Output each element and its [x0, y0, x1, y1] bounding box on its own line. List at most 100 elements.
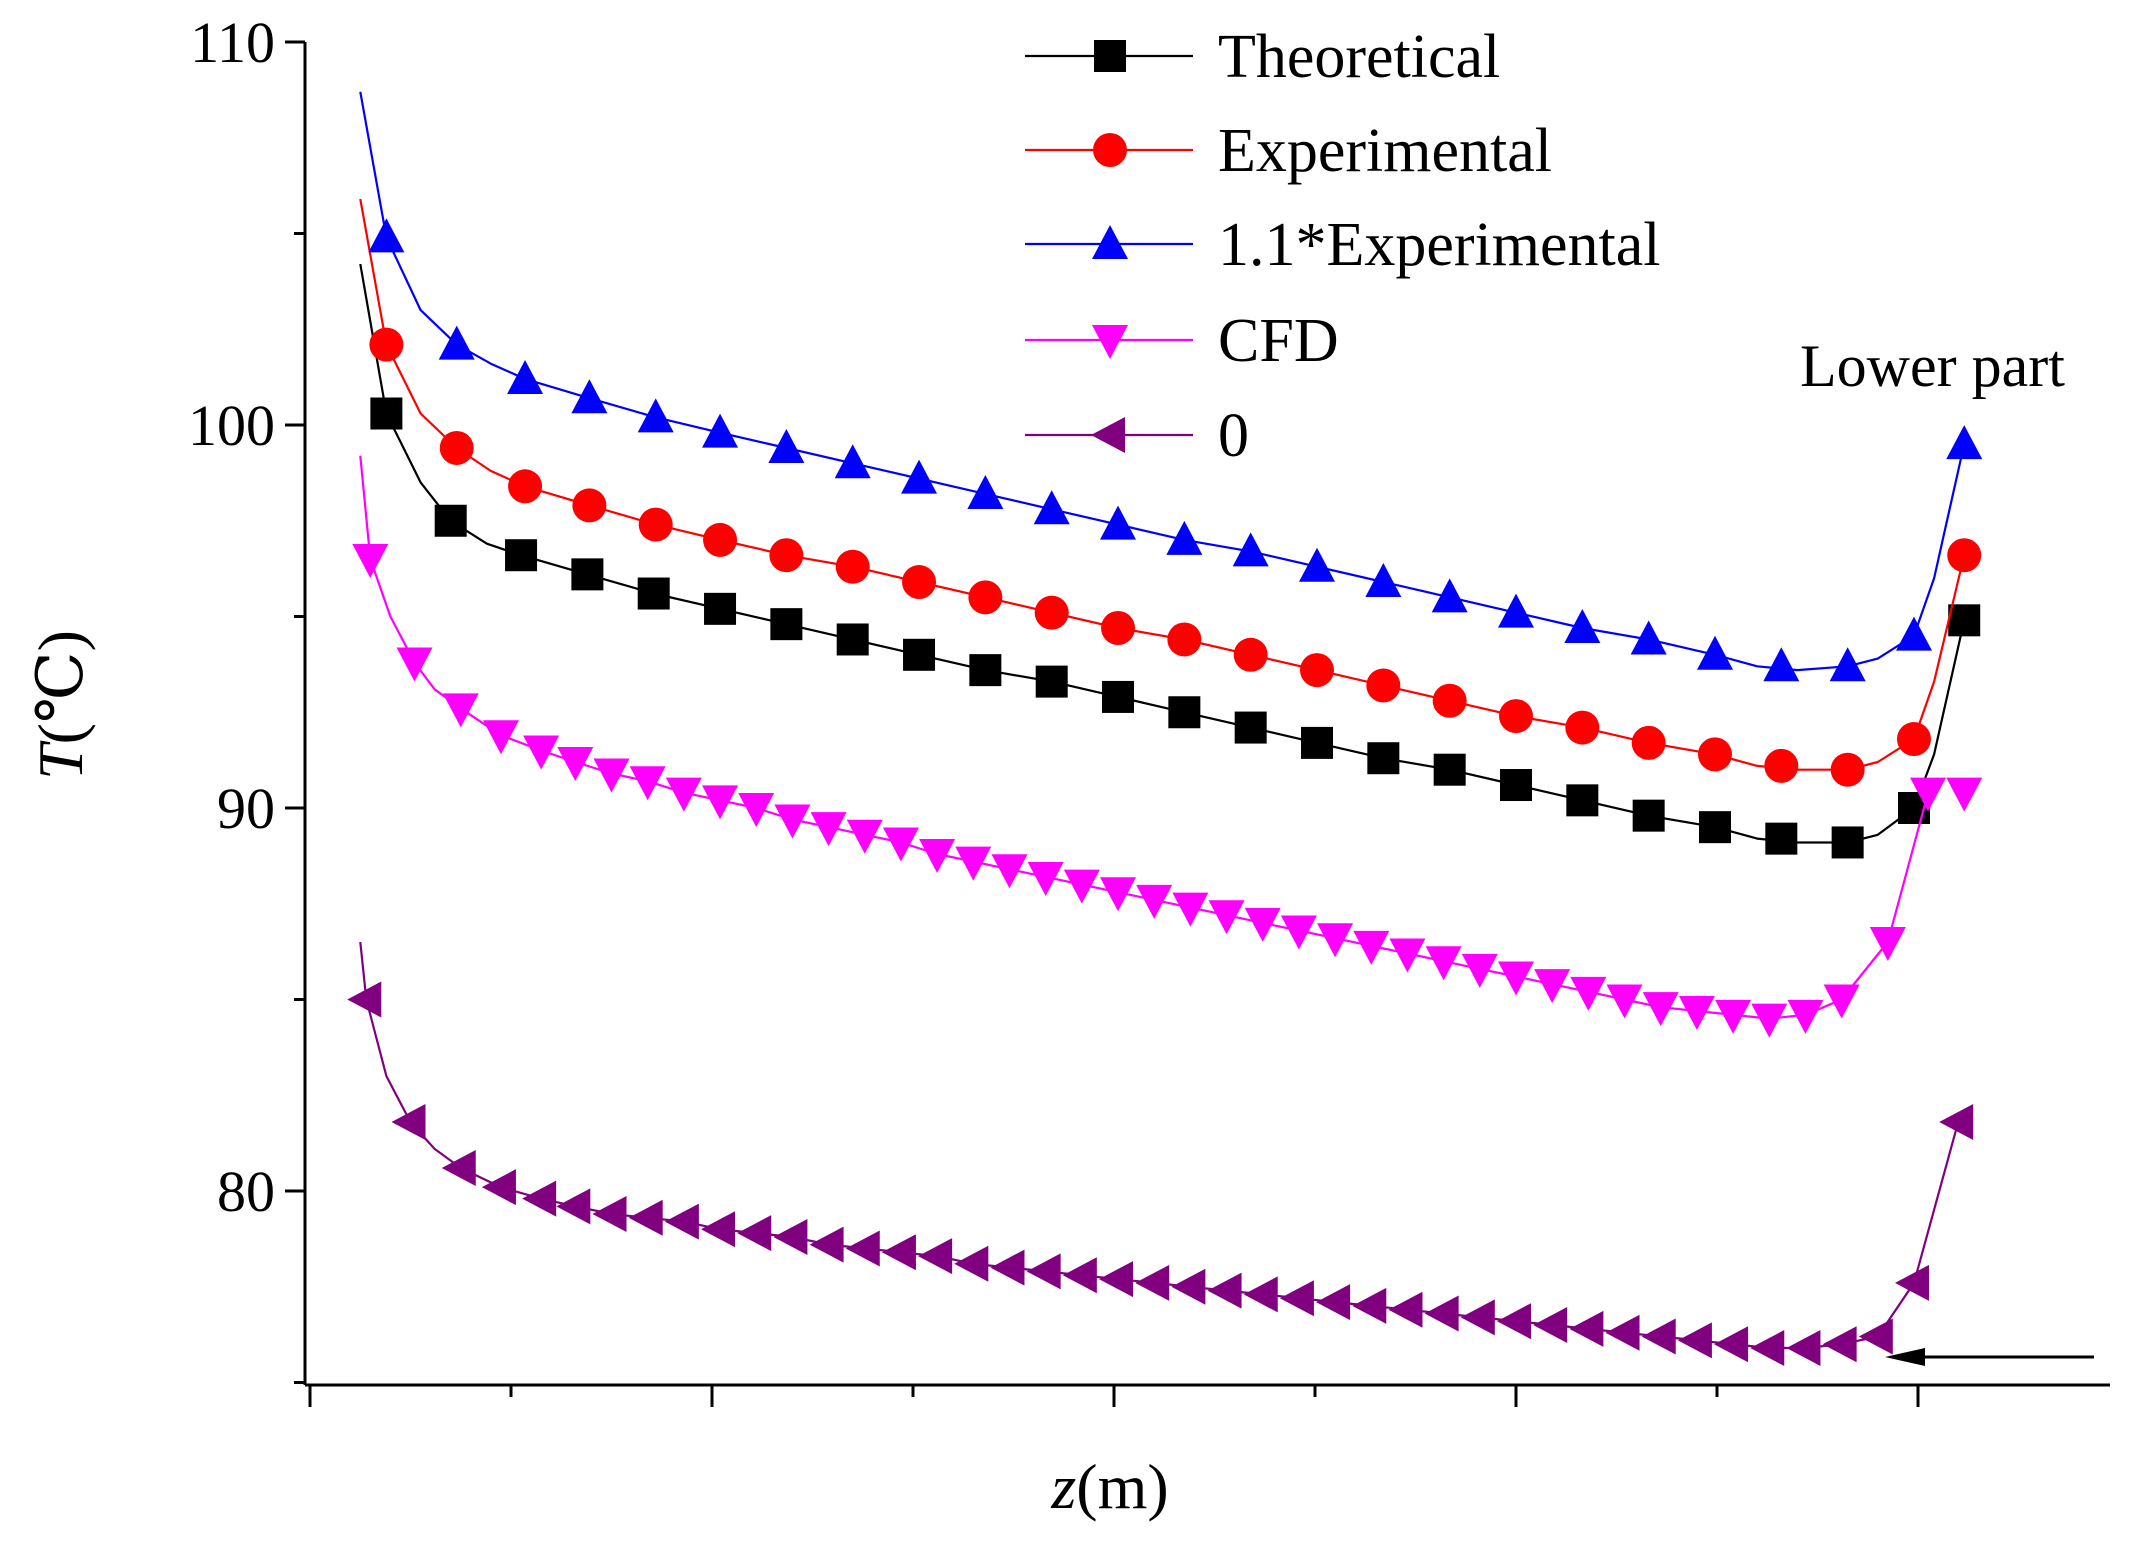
- data-point: [593, 758, 630, 793]
- series-5: [347, 941, 1974, 1367]
- legend-marker: [1092, 225, 1128, 259]
- data-point: [969, 654, 1002, 687]
- data-point: [1172, 892, 1209, 927]
- data-point: [881, 1234, 916, 1271]
- data-point: [1100, 505, 1137, 540]
- data-point: [770, 608, 803, 641]
- data-point: [737, 1215, 772, 1252]
- legend-marker: [1091, 417, 1125, 453]
- data-point: [352, 544, 389, 579]
- data-point: [1301, 726, 1334, 759]
- data-point: [1534, 969, 1571, 1004]
- data-point: [1432, 683, 1467, 718]
- data-point: [1279, 1280, 1314, 1317]
- series-layer: [347, 91, 1983, 1367]
- legend-item: 1.1*Experimental: [1025, 211, 1660, 279]
- data-point: [1569, 1310, 1604, 1347]
- data-point: [638, 507, 673, 542]
- data-point: [1605, 1314, 1640, 1351]
- data-point: [1207, 1272, 1242, 1309]
- data-point: [1299, 547, 1336, 582]
- data-point: [810, 812, 847, 847]
- legend: Theoretical Experimental 1.1*Experimental C…: [1025, 23, 1660, 470]
- data-point: [434, 504, 467, 537]
- data-point: [368, 218, 405, 253]
- data-point: [1786, 1330, 1821, 1367]
- data-point: [628, 1199, 663, 1236]
- data-point: [1166, 520, 1203, 555]
- data-point: [882, 827, 919, 862]
- data-point: [508, 469, 543, 504]
- data-point: [990, 1249, 1025, 1286]
- data-point: [1500, 769, 1532, 802]
- data-point: [522, 1180, 557, 1217]
- data-point: [1939, 1104, 1974, 1141]
- data-point: [1858, 1318, 1893, 1355]
- data-point: [1910, 777, 1947, 812]
- data-point: [1232, 532, 1269, 567]
- data-point: [347, 981, 382, 1018]
- x-axis-variable: z: [1050, 1451, 1076, 1522]
- data-point: [1631, 725, 1666, 760]
- data-point: [505, 539, 538, 572]
- data-point: [1062, 1257, 1097, 1294]
- data-point: [834, 444, 871, 479]
- data-point: [702, 413, 739, 448]
- y-tick-label: 100: [188, 393, 275, 458]
- data-point: [1300, 653, 1335, 688]
- data-point: [773, 1218, 808, 1255]
- data-point: [1034, 595, 1069, 630]
- data-point: [1948, 604, 1981, 637]
- data-point: [1642, 992, 1679, 1027]
- data-point: [701, 1211, 736, 1248]
- data-point: [1698, 811, 1731, 844]
- data-point: [1822, 1326, 1857, 1363]
- legend-marker: [1092, 325, 1128, 359]
- data-point: [637, 398, 674, 433]
- data-point: [1101, 610, 1136, 645]
- data-point: [1316, 1284, 1351, 1321]
- x-axis-title: z(m): [1050, 1451, 1168, 1522]
- data-point: [1946, 777, 1983, 812]
- data-point: [1606, 984, 1643, 1019]
- data-point: [1135, 1264, 1170, 1301]
- legend-item: 0: [1025, 402, 1249, 470]
- data-point: [1353, 930, 1390, 965]
- series-3: [359, 91, 1983, 682]
- data-point: [1431, 578, 1468, 613]
- data-point: [557, 747, 594, 782]
- data-point: [836, 623, 869, 656]
- data-point: [835, 549, 870, 584]
- data-point: [1714, 1326, 1749, 1363]
- data-point: [1499, 699, 1533, 734]
- data-point: [396, 647, 433, 682]
- data-point: [1367, 742, 1400, 775]
- data-point: [556, 1188, 591, 1225]
- data-point: [1027, 861, 1064, 896]
- data-point: [441, 1150, 476, 1187]
- data-point: [629, 766, 666, 801]
- data-point: [809, 1226, 844, 1263]
- data-point: [1498, 961, 1534, 996]
- data-point: [1566, 784, 1599, 817]
- data-point: [1366, 668, 1401, 703]
- data-point: [1389, 938, 1426, 973]
- legend-label: 1.1*Experimental: [1218, 211, 1660, 279]
- data-point: [1167, 622, 1202, 657]
- data-point: [1100, 877, 1137, 912]
- data-point: [1896, 722, 1931, 757]
- y-tick-label: 90: [217, 776, 275, 841]
- data-point: [1033, 490, 1070, 525]
- y-tick-labels: 80 90 100 110: [188, 10, 275, 1224]
- data-point: [1433, 753, 1466, 786]
- data-point: [1947, 538, 1982, 573]
- data-point: [902, 565, 937, 600]
- data-point: [1831, 826, 1864, 859]
- data-point: [738, 793, 775, 827]
- data-point: [1869, 927, 1906, 962]
- data-point: [439, 430, 474, 465]
- data-point: [1564, 608, 1601, 643]
- data-point: [664, 1203, 699, 1240]
